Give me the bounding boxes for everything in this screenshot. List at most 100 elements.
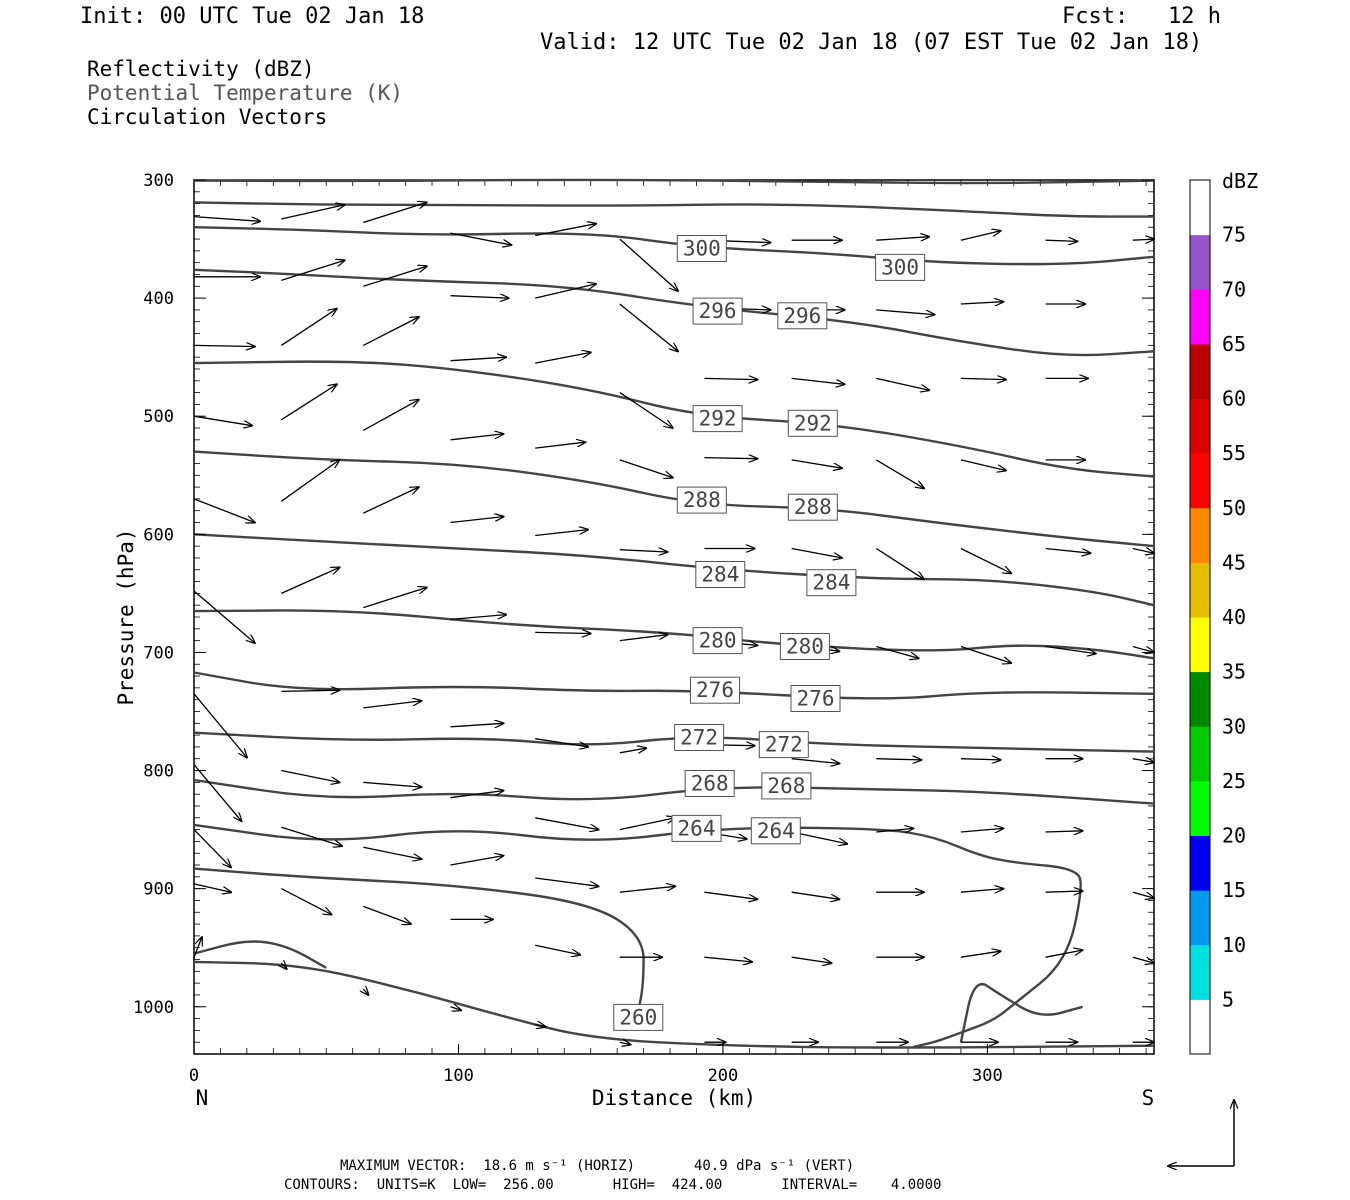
colorbar-segment (1190, 726, 1210, 782)
circulation-vector (876, 377, 929, 390)
circulation-vector (1045, 831, 1083, 832)
contour-label: 280 (786, 635, 824, 659)
theta-contour-line (193, 360, 1155, 478)
colorbar-level-label: 55 (1222, 441, 1246, 465)
contour-label-box (875, 253, 926, 281)
circulation-vector (535, 877, 598, 886)
contour-label: 268 (767, 774, 805, 798)
init-time: Init: 00 UTC Tue 02 Jan 18 (80, 4, 425, 29)
colorbar-level-label: 65 (1222, 332, 1246, 356)
contour-label: 296 (783, 304, 821, 328)
contour-label: 260 (619, 1005, 657, 1029)
colorbar-level-label: 10 (1222, 933, 1246, 957)
colorbar-segment (1190, 343, 1210, 399)
circulation-vector (1045, 950, 1083, 958)
colorbar-segment (1190, 453, 1210, 509)
circulation-vector (1045, 547, 1091, 554)
theta-contour-line (193, 671, 1155, 700)
contour-label-box (692, 297, 743, 325)
circulation-vector (450, 296, 509, 298)
circulation-vector (791, 758, 840, 764)
circulation-vector (193, 590, 255, 643)
x-tick-label: 0 (189, 1066, 199, 1086)
colorbar-segment (1190, 289, 1210, 345)
circulation-vector (193, 764, 242, 822)
circulation-vector (535, 284, 596, 299)
axis-minor-ticks (193, 179, 1154, 1055)
circulation-vector (280, 309, 337, 346)
circulation-vector (450, 434, 504, 441)
circulation-vector (363, 317, 419, 346)
circulation-vector (363, 701, 421, 709)
circulation-vector (960, 759, 1001, 760)
forecast-hour: Fcst: 12 h (1062, 4, 1221, 29)
contour-label-box (761, 772, 812, 800)
colorbar-level-label: 75 (1222, 223, 1246, 247)
contour-label: 288 (683, 488, 721, 512)
colorbar-level-label: 30 (1222, 714, 1246, 738)
circulation-vector (1132, 239, 1154, 240)
circulation-vector (960, 951, 1001, 958)
colorbar-level-label: 70 (1222, 277, 1246, 301)
circulation-vector (619, 818, 676, 831)
colorbar-segment (1190, 999, 1210, 1055)
contour-label-box (676, 235, 727, 262)
contour-label-box (787, 409, 838, 437)
contour-label-box (692, 627, 743, 655)
circulation-vector (535, 530, 588, 537)
circulation-vector (876, 237, 929, 241)
circulation-vector (1132, 549, 1154, 554)
colorbar-segment (1190, 398, 1210, 454)
theta-contour-line (193, 823, 1082, 1049)
theta-contour-line (193, 609, 1155, 660)
circulation-vector (1132, 956, 1154, 963)
theta-contour-line (193, 226, 1155, 266)
contour-label: 264 (678, 816, 716, 840)
colorbar-segment (1190, 890, 1210, 946)
contour-label: 264 (757, 819, 795, 843)
circulation-vector (619, 748, 646, 753)
circulation-vector (363, 266, 426, 287)
circulation-vector (876, 828, 913, 832)
contour-label-box (758, 731, 809, 759)
circulation-vector (791, 891, 840, 899)
circulation-vector (280, 384, 337, 421)
circulation-vector (1045, 645, 1096, 654)
x-tick-label: 300 (972, 1066, 1003, 1086)
circulation-vector (281, 963, 286, 969)
theta-contour-line (193, 450, 1155, 548)
circulation-vector (960, 302, 1003, 304)
circulation-vector (193, 693, 247, 758)
circulation-vector (619, 303, 678, 351)
theta-contour-line (193, 940, 327, 969)
theta-contour-line (193, 960, 1155, 1049)
circulation-vector (363, 487, 419, 514)
axes: Distance (km) Pressure (hPa) N S 0 100 200… (114, 171, 1154, 1110)
circulation-vector (960, 378, 1006, 379)
circulation-vector (791, 956, 832, 963)
circulation-vector (450, 615, 507, 621)
contour-label-box (671, 814, 722, 842)
contour-label: 300 (881, 255, 919, 279)
x-axis-end-south: S (1142, 1086, 1155, 1110)
x-tick-label: 100 (443, 1066, 474, 1086)
legend-circulation-vectors: Circulation Vectors (87, 105, 328, 129)
circulation-vector (619, 459, 673, 478)
contour-label-box (690, 676, 740, 704)
theta-contour-line (959, 983, 1083, 1043)
y-tick-label: 500 (143, 407, 174, 427)
colorbar-title: dBZ (1222, 169, 1258, 193)
legend-reflectivity: Reflectivity (dBZ) (87, 57, 315, 81)
colorbar-segment (1190, 671, 1210, 727)
circulation-vector (791, 459, 842, 468)
circulation-vector (535, 944, 580, 955)
circulation-vector (281, 769, 339, 783)
contour-label: 288 (794, 495, 832, 519)
colorbar-level-label: 15 (1222, 878, 1246, 902)
valid-time: Valid: 12 UTC Tue 02 Jan 18 (07 EST Tue … (540, 30, 1203, 55)
x-axis-label: Distance (km) (592, 1086, 756, 1110)
circulation-vector (960, 547, 1011, 574)
circulation-vector (619, 635, 668, 642)
circulation-vector (362, 400, 419, 431)
colorbar-level-label: 5 (1222, 987, 1234, 1011)
